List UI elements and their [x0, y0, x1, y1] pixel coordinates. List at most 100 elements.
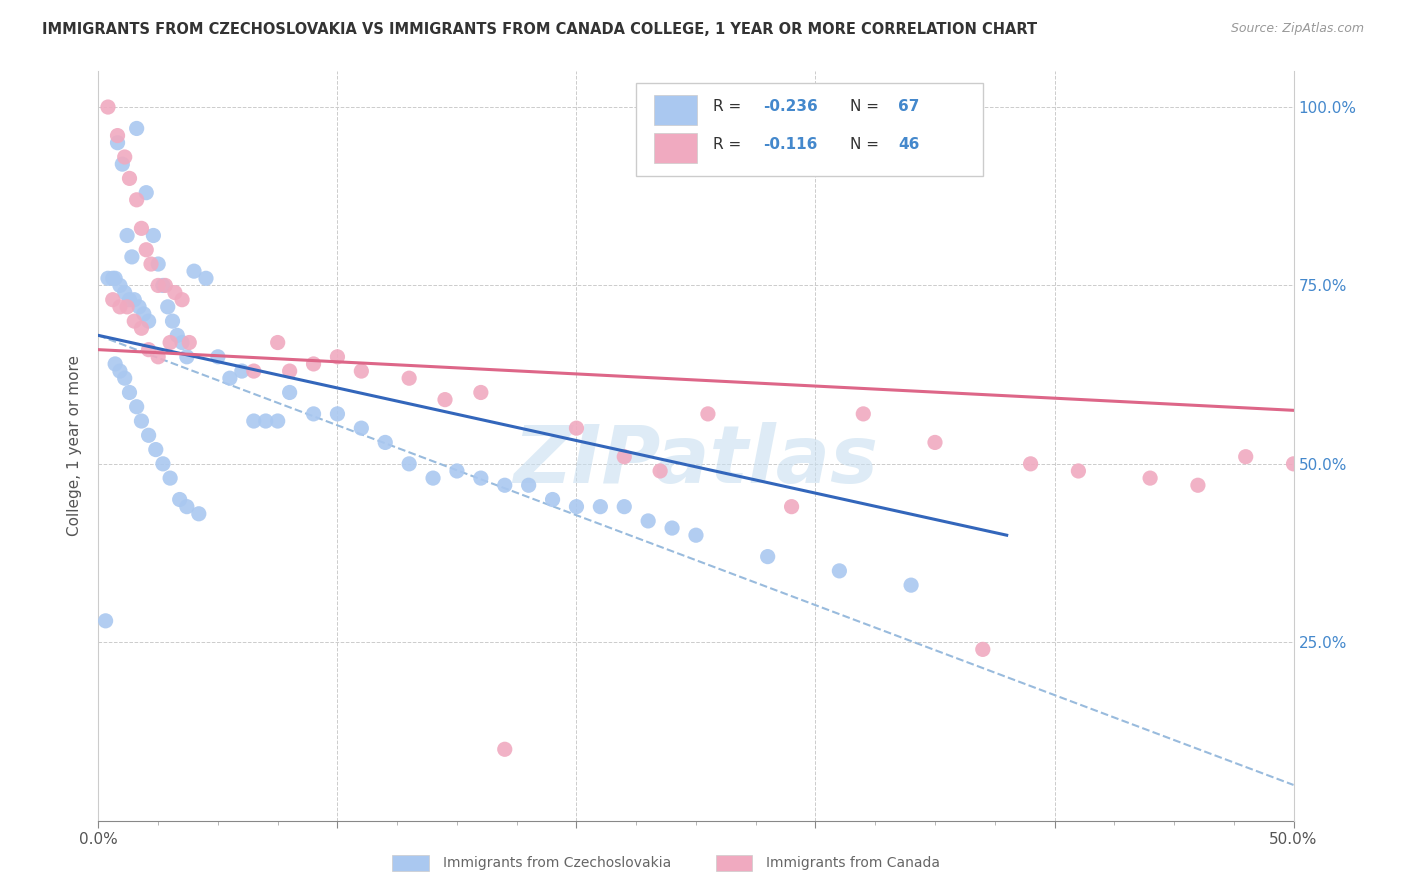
Point — [169, 492, 191, 507]
Point — [1234, 450, 1257, 464]
Point — [118, 293, 141, 307]
Point — [125, 121, 148, 136]
Point — [135, 186, 157, 200]
Point — [685, 528, 707, 542]
Point — [494, 478, 516, 492]
Point — [115, 228, 138, 243]
Point — [97, 100, 120, 114]
Point — [131, 321, 153, 335]
Point — [148, 278, 170, 293]
Point — [163, 285, 186, 300]
Point — [172, 335, 194, 350]
Point — [900, 578, 922, 592]
Point — [118, 385, 141, 400]
Point — [101, 293, 124, 307]
Point — [470, 385, 492, 400]
FancyBboxPatch shape — [637, 83, 983, 177]
Point — [267, 414, 290, 428]
Point — [107, 128, 129, 143]
Point — [302, 357, 325, 371]
Point — [613, 450, 636, 464]
Point — [125, 400, 148, 414]
Point — [398, 371, 420, 385]
Point — [972, 642, 994, 657]
FancyBboxPatch shape — [654, 95, 697, 125]
Point — [138, 343, 160, 357]
Point — [541, 492, 564, 507]
Point — [648, 464, 672, 478]
Point — [138, 428, 160, 442]
Point — [326, 350, 349, 364]
Text: Source: ZipAtlas.com: Source: ZipAtlas.com — [1230, 22, 1364, 36]
Text: Immigrants from Canada: Immigrants from Canada — [766, 856, 941, 871]
Point — [176, 350, 198, 364]
Text: Immigrants from Czechoslovakia: Immigrants from Czechoslovakia — [443, 856, 671, 871]
Point — [231, 364, 253, 378]
Point — [756, 549, 779, 564]
Point — [148, 257, 170, 271]
Text: -0.116: -0.116 — [763, 136, 817, 152]
Point — [1282, 457, 1305, 471]
Point — [128, 300, 150, 314]
Point — [589, 500, 612, 514]
Point — [125, 193, 148, 207]
Point — [131, 414, 153, 428]
Text: R =: R = — [713, 136, 751, 152]
Text: ZIPatlas: ZIPatlas — [513, 422, 879, 500]
Point — [162, 314, 184, 328]
Point — [267, 335, 290, 350]
Point — [422, 471, 444, 485]
Point — [565, 421, 588, 435]
Point — [326, 407, 349, 421]
Point — [1187, 478, 1209, 492]
Point — [195, 271, 218, 285]
Point — [124, 314, 146, 328]
Point — [243, 414, 266, 428]
Point — [374, 435, 396, 450]
Point — [278, 385, 301, 400]
Point — [187, 507, 209, 521]
Point — [517, 478, 540, 492]
Point — [350, 364, 373, 378]
Point — [398, 457, 420, 471]
Point — [124, 293, 146, 307]
Point — [219, 371, 242, 385]
Point — [114, 371, 136, 385]
Point — [183, 264, 205, 278]
Point — [152, 457, 174, 471]
Text: N =: N = — [851, 99, 884, 114]
Point — [278, 364, 301, 378]
Y-axis label: College, 1 year or more: College, 1 year or more — [67, 356, 83, 536]
Text: R =: R = — [713, 99, 745, 114]
FancyBboxPatch shape — [654, 133, 697, 162]
Point — [101, 271, 124, 285]
Point — [159, 471, 181, 485]
Point — [111, 157, 134, 171]
Point — [470, 471, 492, 485]
Point — [446, 464, 468, 478]
Point — [159, 335, 181, 350]
Point — [104, 271, 127, 285]
Point — [94, 614, 117, 628]
Point — [121, 250, 143, 264]
Point — [145, 442, 167, 457]
Point — [107, 136, 129, 150]
FancyBboxPatch shape — [716, 855, 752, 871]
Point — [494, 742, 516, 756]
Point — [114, 150, 136, 164]
Point — [114, 285, 136, 300]
Point — [148, 350, 170, 364]
Text: 67: 67 — [898, 99, 920, 114]
Point — [207, 350, 229, 364]
Point — [780, 500, 803, 514]
Point — [135, 243, 157, 257]
Point — [697, 407, 720, 421]
Text: 46: 46 — [898, 136, 920, 152]
Point — [1019, 457, 1042, 471]
Point — [166, 328, 188, 343]
Point — [565, 500, 588, 514]
Point — [139, 257, 162, 271]
Point — [108, 300, 131, 314]
Text: IMMIGRANTS FROM CZECHOSLOVAKIA VS IMMIGRANTS FROM CANADA COLLEGE, 1 YEAR OR MORE: IMMIGRANTS FROM CZECHOSLOVAKIA VS IMMIGR… — [42, 22, 1038, 37]
Point — [828, 564, 851, 578]
